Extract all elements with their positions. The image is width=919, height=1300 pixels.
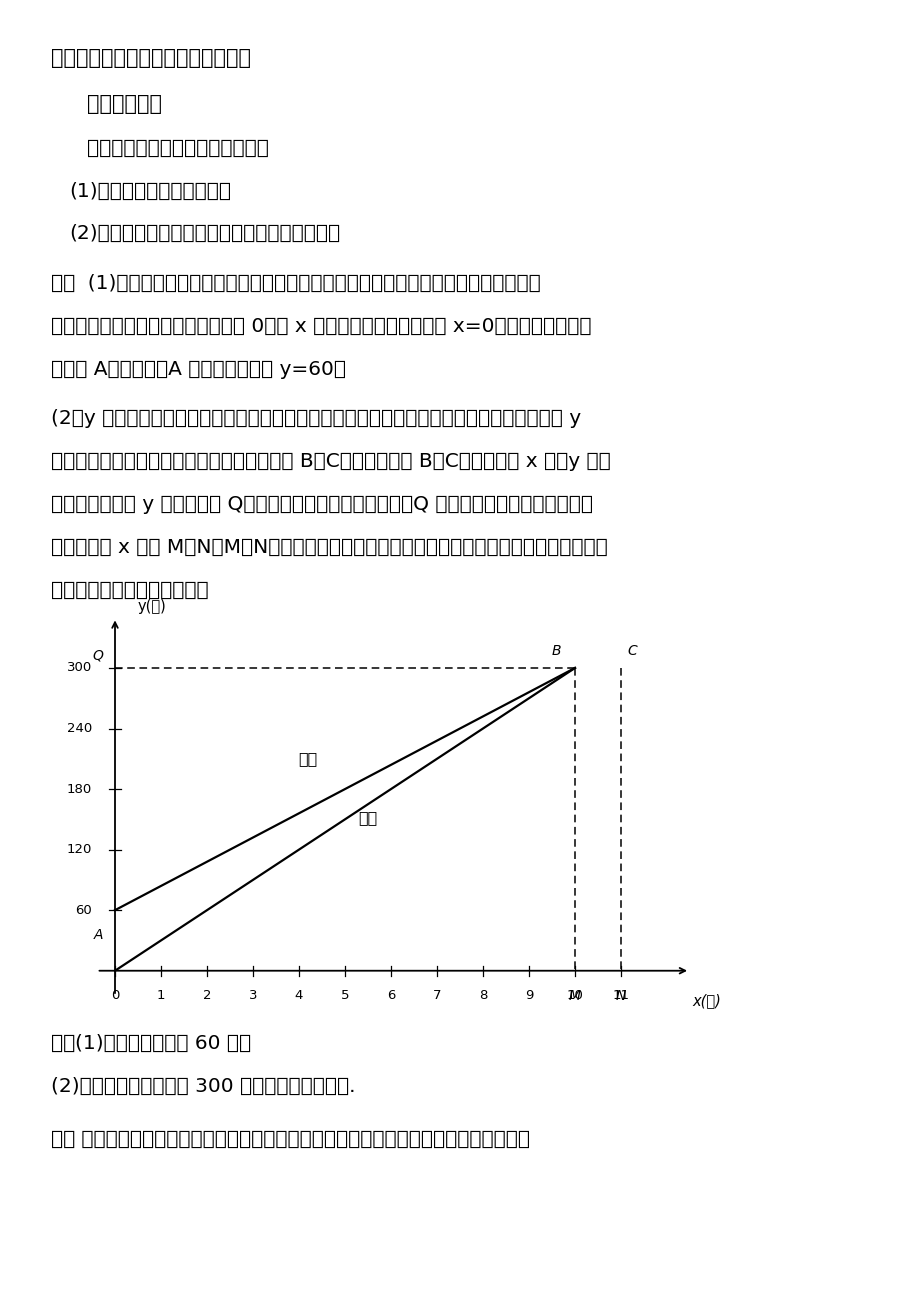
- Text: (1)小强让爷爷先跑的路程，应该看表示爷爷的这条线段．由于从小强开始爬山时计: (1)小强让爷爷先跑的路程，应该看表示爷爷的这条线段．由于从小强开始爬山时计: [74, 274, 540, 294]
- Text: B: B: [551, 644, 561, 658]
- Text: 120: 120: [66, 844, 92, 857]
- Text: 60: 60: [75, 903, 92, 916]
- Text: 7: 7: [432, 989, 441, 1002]
- Text: 3: 3: [248, 989, 257, 1002]
- Text: 240: 240: [67, 722, 92, 734]
- Text: 小强: 小强: [358, 810, 377, 824]
- Text: Q: Q: [93, 649, 104, 663]
- Text: 小就可判断出谁先爬上山顶．: 小就可判断出谁先爬上山顶．: [51, 581, 208, 601]
- Text: N: N: [615, 989, 626, 1002]
- Text: 5: 5: [340, 989, 349, 1002]
- Text: 4: 4: [294, 989, 303, 1002]
- Text: 8: 8: [478, 989, 487, 1002]
- Text: 看上面问题的图，回答下列问题：: 看上面问题的图，回答下列问题：: [87, 139, 269, 159]
- Text: 分析: 分析: [51, 274, 74, 294]
- Text: 180: 180: [67, 783, 92, 796]
- Text: 我们能否从图象中看出其它信息呢？: 我们能否从图象中看出其它信息呢？: [51, 48, 250, 68]
- Text: (1)小强让爷爷先上 60 米；: (1)小强让爷爷先上 60 米；: [74, 1034, 251, 1053]
- Text: 垂线，可发现交 y 轴于同一点 Q（因为两人爬的是同一座山），Q 点的数值就是山顶离山脚的距: 垂线，可发现交 y 轴于同一点 Q（因为两人爬的是同一座山），Q 点的数值就是山…: [51, 495, 592, 515]
- Text: 离，分别交 x 轴于 M、N，M、N点的数值分别是小强和爷爷爬上山顶所用的时间，比较两值的大: 离，分别交 x 轴于 M、N，M、N点的数值分别是小强和爷爷爬上山顶所用的时间，…: [51, 538, 607, 558]
- Text: 二．导入新课: 二．导入新课: [87, 94, 163, 113]
- Text: 11: 11: [612, 989, 629, 1002]
- Text: 0: 0: [110, 989, 119, 1002]
- Text: 6: 6: [386, 989, 395, 1002]
- Text: 9: 9: [524, 989, 533, 1002]
- Text: 时的，因此这时爷爷爬山所用时间是 0，而 x 轴表示爬山所用时间，得 x=0．可在线段上找到: 时的，因此这时爷爷爬山所用时间是 0，而 x 轴表示爬山所用时间，得 x=0．可…: [51, 317, 591, 337]
- Text: 解：: 解：: [51, 1034, 74, 1053]
- Text: 10: 10: [566, 989, 583, 1002]
- Text: y(米): y(米): [138, 599, 166, 615]
- Text: 1: 1: [156, 989, 165, 1002]
- Text: (2）y 轴表示离开山脚的距离，山顶离山脚的距离指的是离开山脚的最大距离，也就是函数值 y: (2）y 轴表示离开山脚的距离，山顶离山脚的距离指的是离开山脚的最大距离，也就是…: [51, 410, 580, 429]
- Text: 小结: 小结: [51, 1130, 74, 1149]
- Text: x(分): x(分): [692, 993, 720, 1008]
- Text: 在观察实际问题的图象时，先从两坐标轴表示的实际意义得到点的坐标意义．如图中: 在观察实际问题的图象时，先从两坐标轴表示的实际意义得到点的坐标意义．如图中: [74, 1130, 529, 1149]
- Text: (2)山顶离山脚的距离有 300 米，小强先爬上山顶.: (2)山顶离山脚的距离有 300 米，小强先爬上山顶.: [51, 1076, 355, 1096]
- Text: (1)小强让爷爷先上多少米？: (1)小强让爷爷先上多少米？: [69, 182, 231, 202]
- Text: 爷爷: 爷爷: [299, 751, 317, 766]
- Text: 取最大值．可分别在这两条线段上找到这两点 B、C（如图），过 B、C两点分别向 x 轴、y 轴作: 取最大值．可分别在这两条线段上找到这两点 B、C（如图），过 B、C两点分别向 …: [51, 452, 609, 472]
- Text: (2)山顶离山脚的距离有多少米？谁先爬上山顶？: (2)山顶离山脚的距离有多少米？谁先爬上山顶？: [69, 224, 340, 243]
- Text: 这一点 A（如图）．A 点对应的函数值 y=60．: 这一点 A（如图）．A 点对应的函数值 y=60．: [51, 360, 346, 380]
- Text: A: A: [94, 928, 104, 942]
- Text: 2: 2: [202, 989, 211, 1002]
- Text: C: C: [628, 644, 637, 658]
- Text: M: M: [568, 989, 581, 1002]
- Text: 300: 300: [67, 662, 92, 675]
